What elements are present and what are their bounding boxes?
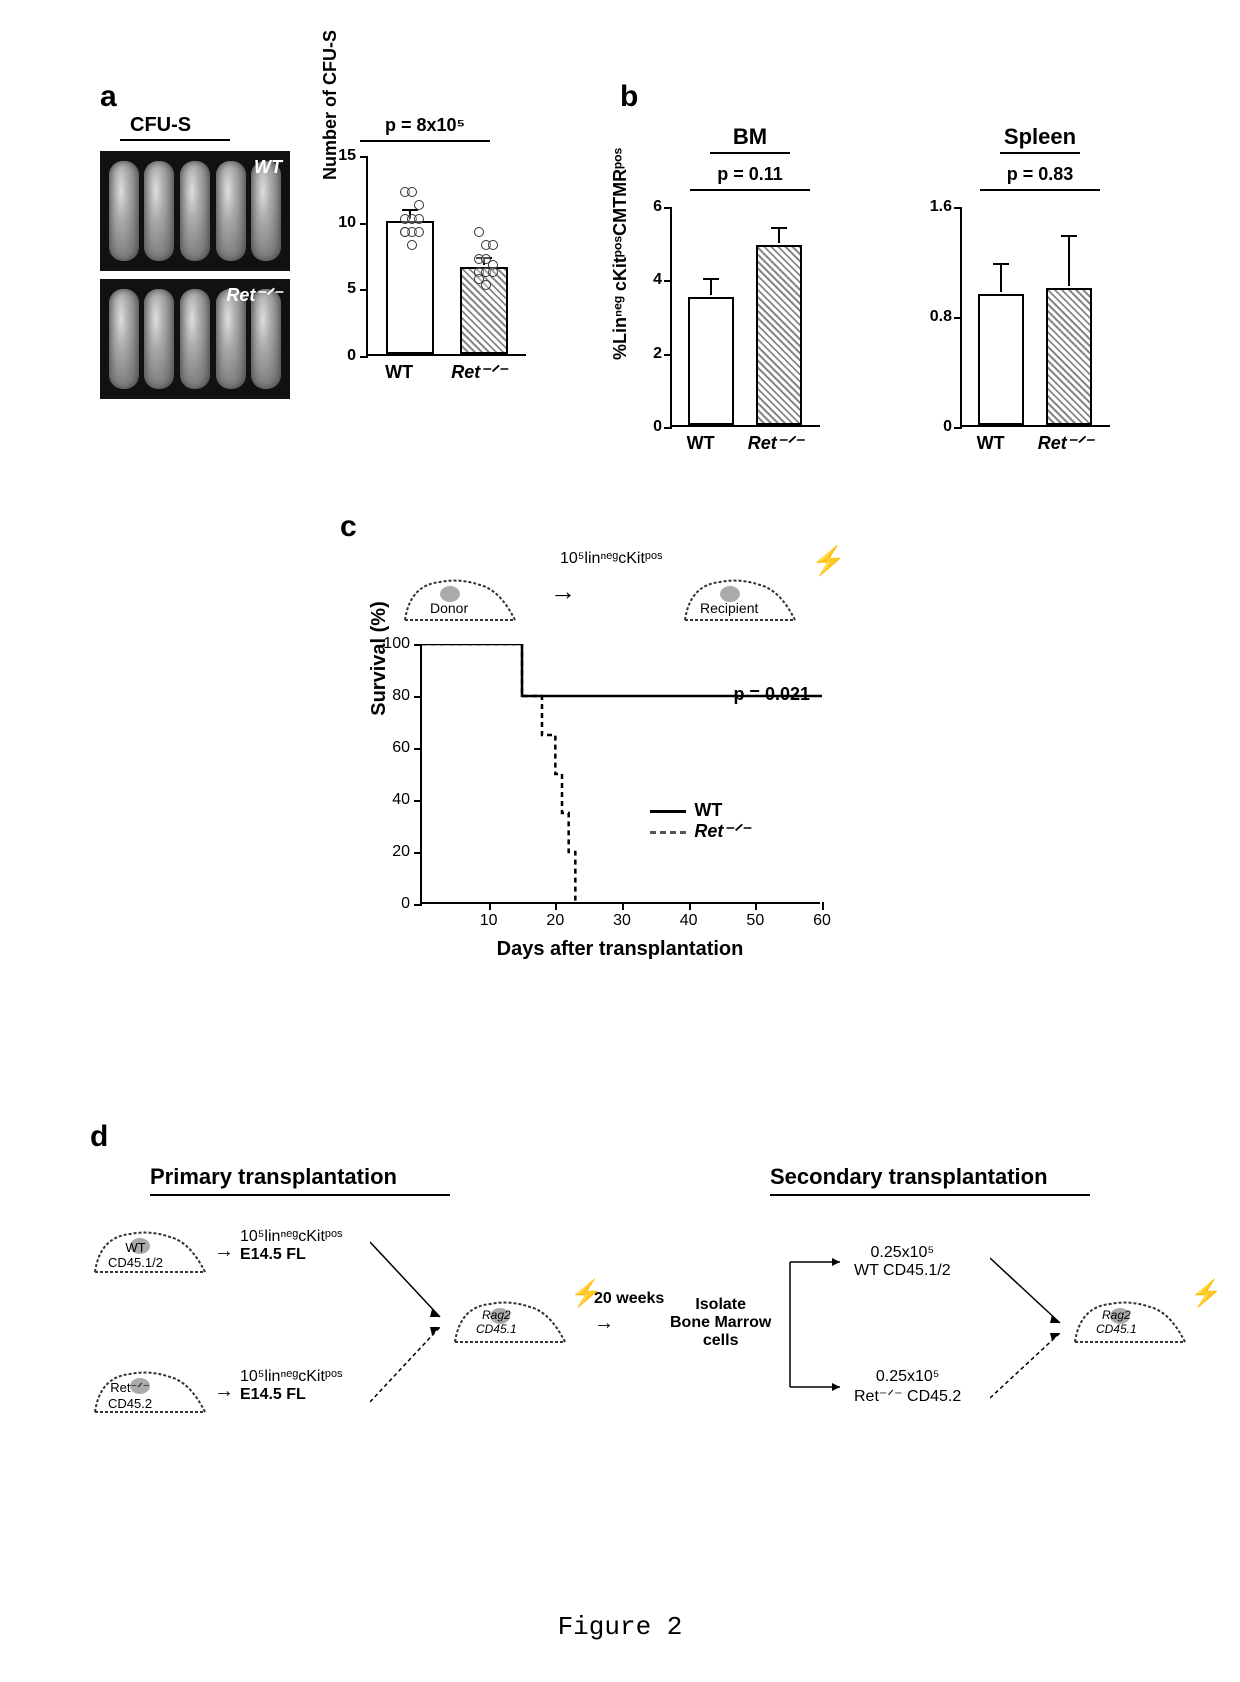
- panel-d: d Primary transplantation Secondary tran…: [90, 1120, 1210, 1472]
- panel-d-schematic: WT CD45.1/2 → 10⁵linⁿᵉᵍcKitᵖᵒˢE14.5 FL R…: [90, 1212, 1210, 1472]
- cfus-image-ret-label: Ret⁻ᐟ⁻: [226, 285, 282, 306]
- secondary-irradiation-icon: ⚡: [1190, 1278, 1216, 1309]
- recipient-label: Recipient: [700, 600, 758, 616]
- secondary-recipient-label: Rag2 CD45.1: [1096, 1308, 1137, 1336]
- merge-arrows-icon: [370, 1232, 450, 1412]
- bm-title: BM: [620, 124, 880, 150]
- panel-b-label: b: [620, 80, 1200, 114]
- panel-b: b %Linⁿᵉᵍ cKitᵖᵒˢCMTMRᵖᵒˢ BM p = 0.11 02…: [620, 80, 1200, 454]
- donor-mouse-icon: Donor: [400, 570, 520, 624]
- survival-plot: Survival (%) p = 0.021 WT Ret⁻ᐟ⁻ 1020304…: [420, 644, 820, 904]
- time-label: 20 weeks: [594, 1290, 664, 1308]
- panel-c: c 10⁵linⁿᵉᵍcKitᵖᵒˢ Donor → Recipient ⚡ S…: [340, 510, 900, 961]
- figure-caption: Figure 2: [0, 1612, 1240, 1642]
- ret-donor-label: Ret⁻ᐟ⁻ CD45.2: [108, 1380, 152, 1411]
- legend-ret-line: [650, 831, 686, 834]
- isolate-label: Isolate Bone Marrow cells: [670, 1296, 771, 1350]
- ret-cells-label: 10⁵linⁿᵉᵍcKitᵖᵒˢE14.5 FL: [240, 1368, 342, 1404]
- arrow-1: →: [214, 1240, 234, 1263]
- split-arrows-icon: [780, 1252, 850, 1402]
- panel-d-label: d: [90, 1120, 1210, 1154]
- bm-pvalue: p = 0.11: [620, 164, 880, 185]
- survival-ylabel: Survival (%): [368, 601, 391, 715]
- spleen-title: Spleen: [910, 124, 1170, 150]
- schematic-cells-text: 10⁵linⁿᵉᵍcKitᵖᵒˢ: [560, 550, 662, 568]
- arrow-2: →: [214, 1380, 234, 1403]
- sp-xlabel-ret: Ret⁻ᐟ⁻: [1038, 433, 1094, 454]
- panel-a-pvalue-rule: [360, 140, 490, 142]
- survival-curves: [422, 644, 822, 904]
- cfus-rule: [120, 139, 230, 141]
- xlabel-wt: WT: [385, 362, 413, 383]
- panel-b-spleen: Spleen p = 0.83 00.81.6 WT Ret⁻ᐟ⁻: [910, 124, 1170, 454]
- sp-xlabel-wt: WT: [977, 433, 1005, 454]
- panel-c-label: c: [340, 510, 900, 544]
- wt-donor-label: WT CD45.1/2: [108, 1240, 163, 1270]
- panel-a-chart: p = 8x10⁵ Number of CFU-S 051015 WT Ret⁻…: [310, 115, 540, 383]
- arrow-time: →: [594, 1312, 614, 1335]
- bm-xlabel-wt: WT: [687, 433, 715, 454]
- panel-c-schematic: 10⁵linⁿᵉᵍcKitᵖᵒˢ Donor → Recipient ⚡: [400, 544, 840, 634]
- wt-cells-label: 10⁵linⁿᵉᵍcKitᵖᵒˢE14.5 FL: [240, 1228, 342, 1264]
- panel-a-pvalue: p = 8x10⁵: [310, 115, 540, 136]
- legend-wt-line: [650, 810, 686, 813]
- primary-title: Primary transplantation: [150, 1164, 710, 1190]
- xlabel-ret: Ret⁻ᐟ⁻: [451, 362, 507, 383]
- panel-b-bm: BM p = 0.11 0246 WT Ret⁻ᐟ⁻: [620, 124, 880, 454]
- secondary-title: Secondary transplantation: [770, 1164, 1170, 1190]
- cfus-image-ret: Ret⁻ᐟ⁻: [100, 279, 290, 399]
- schematic-arrow: →: [550, 576, 576, 607]
- legend-ret: Ret⁻ᐟ⁻: [694, 821, 750, 841]
- merge-arrows-2-icon: [990, 1248, 1070, 1408]
- primary-recipient-label: Rag2 CD45.1: [476, 1308, 517, 1336]
- recipient-mouse-icon: Recipient: [680, 570, 800, 624]
- sec-wt-label: 0.25x10⁵ WT CD45.1/2: [854, 1244, 951, 1280]
- cfus-image-wt: WT: [100, 151, 290, 271]
- cfus-image-wt-label: WT: [254, 157, 282, 178]
- donor-label: Donor: [430, 600, 468, 616]
- panel-a: a CFU-S WT Ret⁻ᐟ⁻ p = 8x10⁵ Number of CF…: [100, 80, 550, 407]
- panel-b-ylabel: %Linⁿᵉᵍ cKitᵖᵒˢCMTMRᵖᵒˢ: [610, 148, 631, 360]
- legend-wt: WT: [694, 800, 722, 820]
- bm-xlabel-ret: Ret⁻ᐟ⁻: [748, 433, 804, 454]
- sec-ret-label: 0.25x10⁵ Ret⁻ᐟ⁻ CD45.2: [854, 1368, 961, 1406]
- survival-legend: WT Ret⁻ᐟ⁻: [650, 800, 750, 842]
- panel-a-barplot: Number of CFU-S 051015: [366, 156, 526, 356]
- panel-a-xlabels: WT Ret⁻ᐟ⁻: [366, 356, 526, 383]
- survival-xlabel: Days after transplantation: [420, 938, 820, 961]
- bm-barplot: 0246: [670, 207, 820, 427]
- irradiation-icon: ⚡: [811, 544, 846, 577]
- spleen-barplot: 00.81.6: [960, 207, 1110, 427]
- spleen-pvalue: p = 0.83: [910, 164, 1170, 185]
